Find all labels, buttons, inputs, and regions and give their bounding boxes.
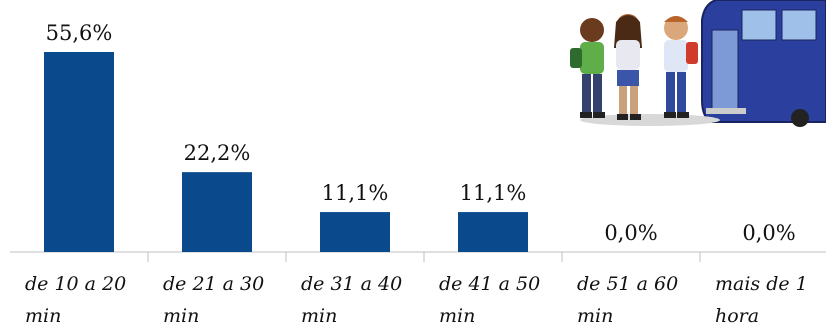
value-label: 11,1% <box>322 181 389 205</box>
value-label: 0,0% <box>742 221 795 245</box>
value-label: 22,2% <box>184 141 251 165</box>
bar-3 <box>458 212 528 252</box>
value-label: 11,1% <box>460 181 527 205</box>
category-label: min <box>301 305 337 326</box>
category-label: min <box>439 305 475 326</box>
category-label: min <box>163 305 199 326</box>
category-label: de 41 a 50 <box>439 273 540 295</box>
category-label: min <box>25 305 61 326</box>
category-label: de 10 a 20 <box>25 273 126 295</box>
bar-0 <box>44 52 114 252</box>
value-label: 55,6% <box>46 21 113 45</box>
category-label: min <box>577 305 613 326</box>
category-label: de 51 a 60 <box>577 273 678 295</box>
x-axis-ticks <box>147 252 701 262</box>
category-label: de 31 a 40 <box>301 273 402 295</box>
bar-1 <box>182 172 252 252</box>
category-label: de 21 a 30 <box>163 273 264 295</box>
students-bus-illustration <box>570 0 826 127</box>
value-label: 0,0% <box>604 221 657 245</box>
category-label: hora <box>715 305 759 326</box>
bars-group <box>44 52 528 252</box>
category-labels-group: de 10 a 20 min de 21 a 30 min de 31 a 40 min d… <box>25 273 808 326</box>
category-label: mais de 1 <box>715 273 808 295</box>
value-labels-group: 55,6% 22,2% 11,1% 11,1% 0,0% 0,0% <box>46 21 796 245</box>
bar-2 <box>320 212 390 252</box>
